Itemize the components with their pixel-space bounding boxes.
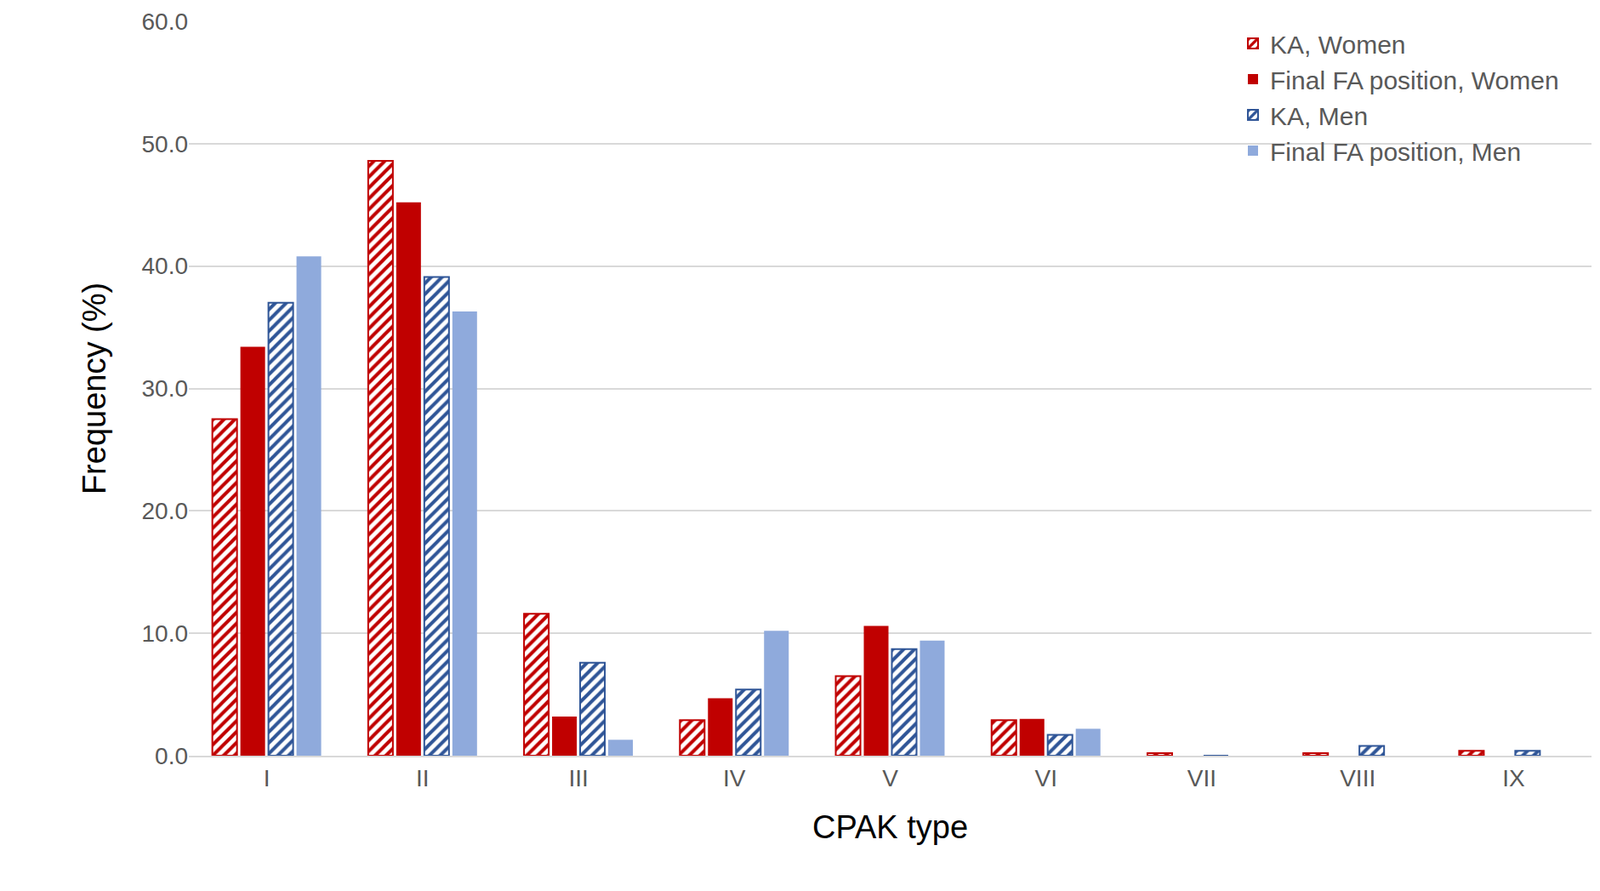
svg-text:Final FA position, Men: Final FA position, Men bbox=[1269, 137, 1521, 166]
svg-text:Final FA position, Women: Final FA position, Women bbox=[1269, 66, 1560, 95]
svg-text:40.0: 40.0 bbox=[142, 252, 189, 280]
svg-text:10.0: 10.0 bbox=[142, 620, 189, 647]
svg-text:CPAK type: CPAK type bbox=[812, 808, 968, 845]
svg-text:60.0: 60.0 bbox=[142, 8, 189, 35]
svg-text:30.0: 30.0 bbox=[142, 375, 189, 402]
svg-text:II: II bbox=[415, 764, 430, 792]
svg-text:V: V bbox=[882, 764, 899, 792]
svg-text:Frequency (%): Frequency (%) bbox=[76, 282, 113, 495]
svg-text:20.0: 20.0 bbox=[142, 497, 189, 524]
svg-text:0.0: 0.0 bbox=[154, 742, 188, 769]
svg-text:KA, Men: KA, Men bbox=[1269, 102, 1368, 131]
svg-text:I: I bbox=[263, 764, 271, 792]
svg-text:IX: IX bbox=[1502, 764, 1526, 792]
svg-text:50.0: 50.0 bbox=[142, 130, 189, 158]
svg-text:IV: IV bbox=[723, 764, 746, 792]
svg-text:VII: VII bbox=[1187, 764, 1217, 792]
svg-text:VIII: VIII bbox=[1339, 764, 1376, 792]
svg-text:III: III bbox=[568, 764, 588, 792]
svg-text:VI: VI bbox=[1034, 764, 1057, 792]
svg-text:KA, Women: KA, Women bbox=[1269, 30, 1407, 59]
